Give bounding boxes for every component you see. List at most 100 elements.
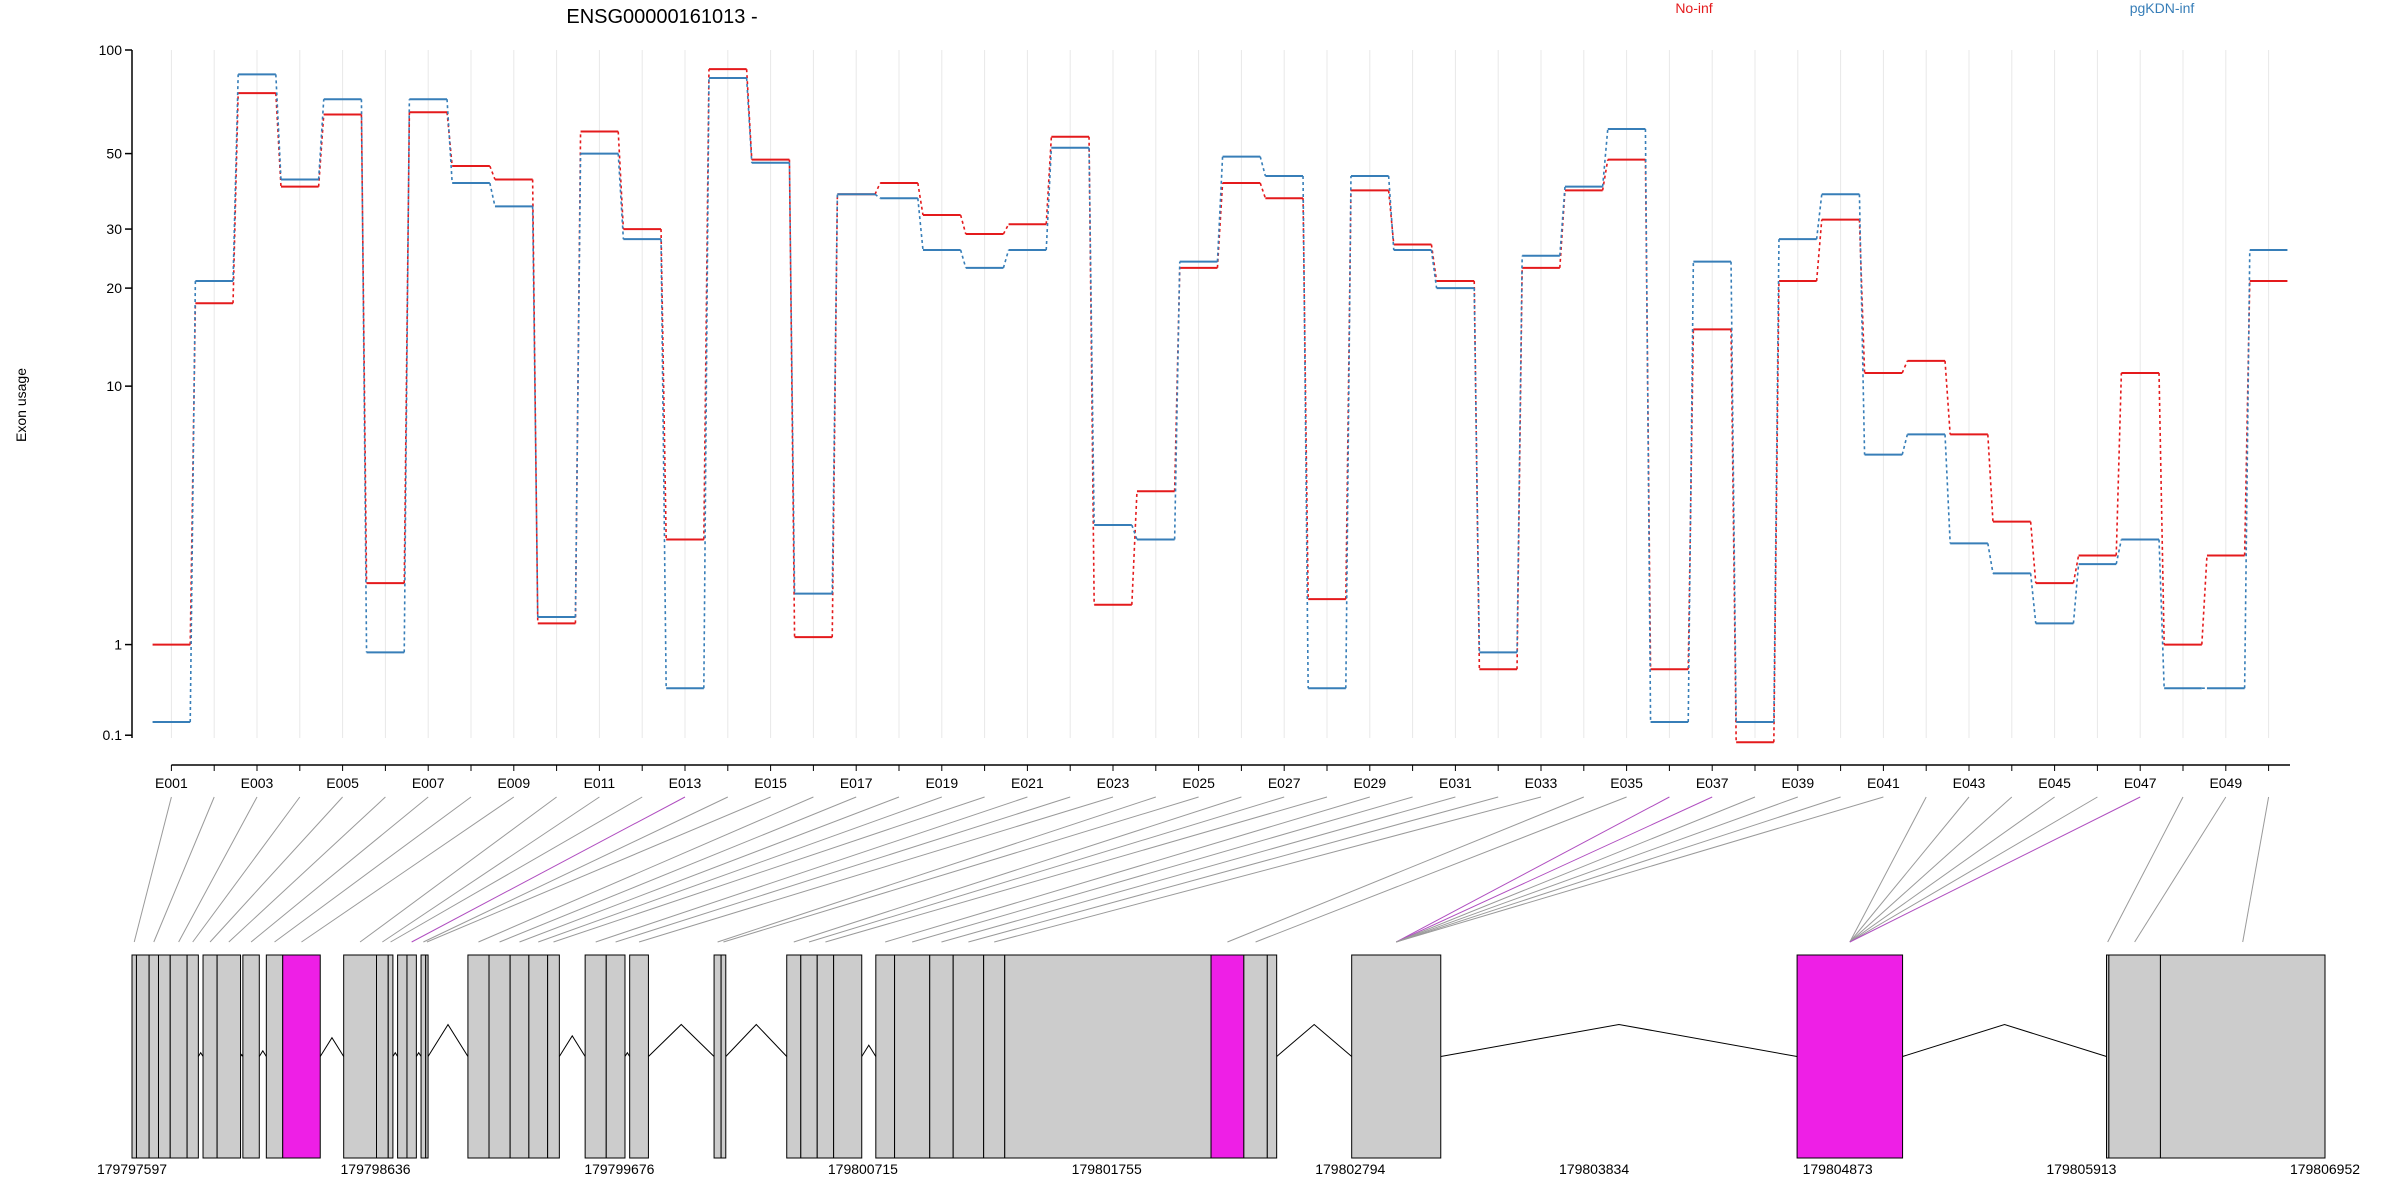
series-connector [317,99,325,180]
gene-model: 179797597 179798636 179799676 179800715 1798… [97,954,2360,1177]
exon-block [467,954,490,1159]
series-connector [2158,372,2165,645]
series-connector [1516,255,1523,653]
series-connector [2115,539,2123,565]
series-connector [1987,543,1994,574]
genomic-position-label: 179802794 [1315,1161,1385,1177]
x-tick-label: E011 [584,775,616,791]
series-connector [959,249,967,269]
series-connector [317,114,325,187]
x-tick-label: E039 [1781,775,1814,791]
exon-block [135,954,150,1159]
exon-connector [499,796,857,943]
exon-connector [274,796,472,943]
series-connector [531,206,539,617]
exon-block [584,954,607,1159]
exon-connector [941,796,1456,943]
exon-connector [1849,796,2055,943]
exon-connector [1396,796,1884,943]
exon-connector [1396,796,1798,943]
y-tick-label: 20 [106,280,122,296]
exon-block [713,954,722,1159]
x-tick-label: E017 [840,775,873,791]
y-tick-label: 1 [114,637,122,653]
exon-connector [912,796,1413,943]
intron-line [1440,1023,1798,1057]
series-connector [2029,573,2037,624]
series-connector [275,74,282,180]
series-connector [959,214,967,235]
x-tick-label: E047 [2124,775,2157,791]
exon-connector [1849,796,2013,943]
intron-line [392,1051,399,1057]
exon-connector [390,796,643,943]
genomic-position-label: 179800715 [828,1161,898,1177]
exon-block [509,954,530,1159]
exon-connector [478,796,814,943]
intron-line [319,1036,345,1057]
grid-layer [170,50,2270,738]
exon-connector [301,796,515,943]
exon-block [157,954,171,1159]
exon-block [833,954,863,1159]
exon-block [2108,954,2161,1159]
series-connector [189,281,197,723]
y-axis-label: Exon usage [13,368,29,442]
y-tick-label: 10 [106,378,122,394]
series-connector [874,193,881,199]
series-connector [1345,175,1352,689]
genomic-position-label: 179805913 [2046,1161,2116,1177]
exon-connector [2107,796,2184,943]
x-tick-label: E049 [2209,775,2242,791]
x-tick-label: E043 [1953,775,1986,791]
exon-block [387,954,394,1159]
exon-block [629,954,649,1159]
exon-connector [1227,796,1584,943]
exon-connector [192,796,301,943]
exon-connector [595,796,1028,943]
series-connector [874,182,881,195]
intron-line [648,1023,715,1057]
series-connector [1002,223,1010,235]
exon-block [786,954,802,1159]
exon-connector [250,796,429,943]
y-tick-label: 50 [106,146,122,162]
exon-connector [825,796,1328,943]
series-connector [403,112,411,584]
exon-connector [426,796,771,943]
series-connector [2072,555,2080,584]
exon-connector [615,796,1071,943]
series-connector [1131,524,1138,540]
exon-block [875,954,896,1159]
x-tick-label: E027 [1268,775,1301,791]
series-connector [489,182,496,207]
chart-title: ENSG00000161013 - [566,6,757,28]
x-tick-label: E025 [1182,775,1215,791]
series-connector [745,77,753,163]
y-tick-label: 100 [99,42,123,58]
exon-connector [638,796,1114,943]
series-connector [1730,329,1737,743]
exon-connector [1849,796,2098,943]
x-tick-label: E033 [1525,775,1558,791]
x-tick-label: E019 [925,775,958,791]
series-connector [1559,186,1566,256]
genomic-position-label: 179797597 [97,1161,167,1177]
series-connector [1944,360,1951,435]
series-layer [152,68,2288,744]
exon-block [1351,954,1442,1159]
x-tick-label: E031 [1439,775,1472,791]
exon-connector [228,796,386,943]
intron-line [1276,1023,1353,1057]
exon-block [816,954,835,1159]
series-connector [660,239,667,689]
x-tick-label: E005 [326,775,359,791]
series-connector [2243,249,2251,689]
intron-line [427,1023,469,1057]
x-tick-label: E001 [155,775,188,791]
intron-line [258,1049,267,1057]
exon-connector [553,796,985,943]
genomic-position-label: 179798636 [341,1161,411,1177]
series-connector [489,165,496,180]
